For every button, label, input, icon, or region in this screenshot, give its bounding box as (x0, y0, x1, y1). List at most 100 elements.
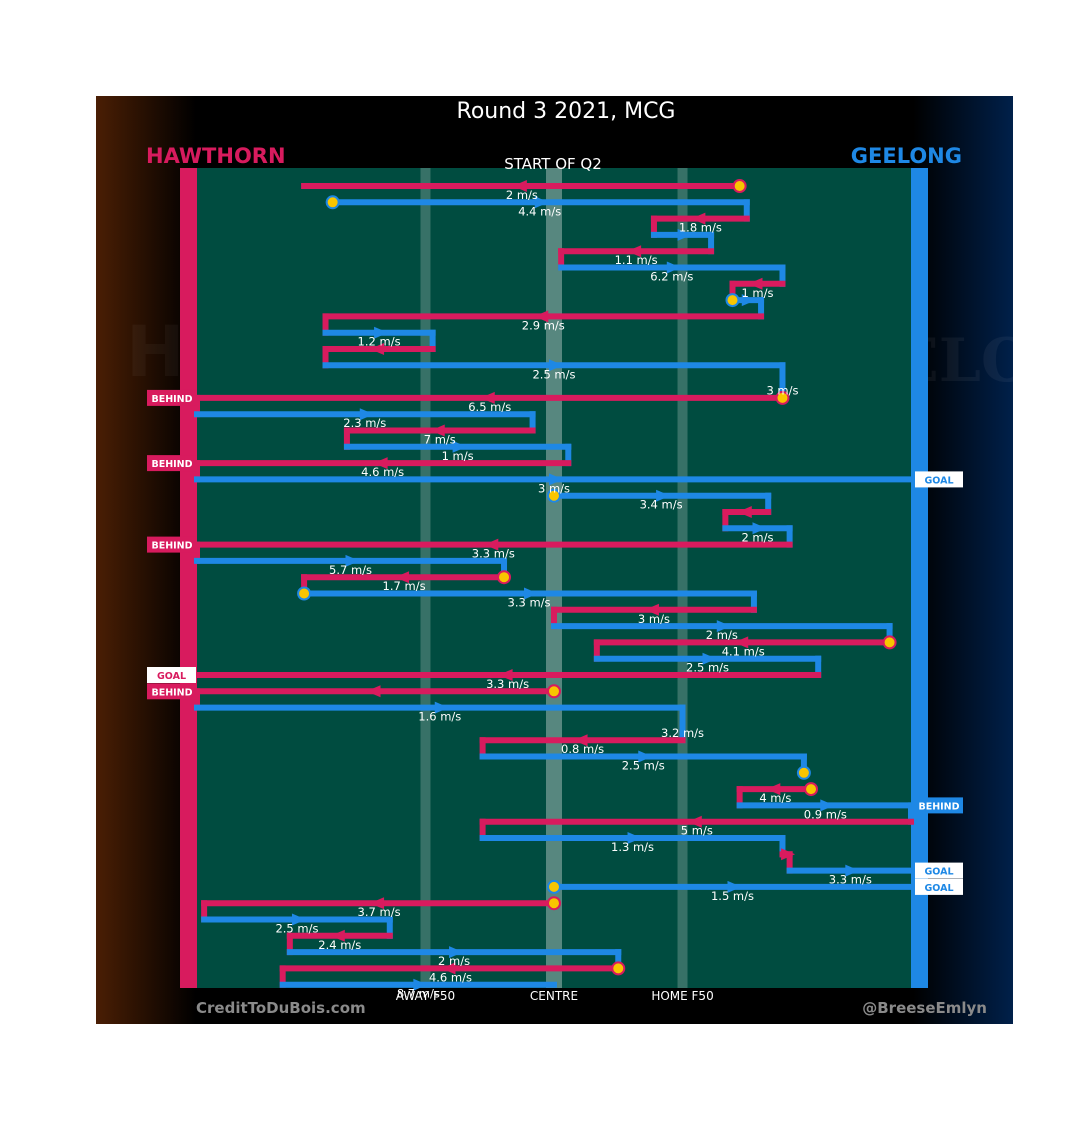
direction-arrow (534, 196, 549, 209)
speed-label: 0.9 m/s (804, 807, 847, 821)
speed-label: 1 m/s (741, 286, 773, 300)
speed-label: 4 m/s (759, 791, 791, 805)
direction-arrow (330, 929, 345, 942)
chain-chart: HAWKS GEELONG 2 m/s4.4 m/s1.8 m/s1.1 m/s… (96, 96, 1013, 1024)
geelong-label: GEELONG (851, 144, 962, 168)
score-badge-label: BEHIND (151, 459, 192, 470)
direction-arrow (687, 815, 702, 828)
speed-label: 2 m/s (506, 188, 538, 202)
score-badge (915, 878, 963, 895)
direction-arrow (434, 701, 449, 714)
speed-label: 3.4 m/s (640, 498, 683, 512)
direction-arrow (716, 620, 731, 633)
speed-label: 1.6 m/s (418, 710, 461, 724)
speed-label: 2.9 m/s (522, 318, 565, 332)
speed-label: 0.8 m/s (561, 742, 604, 756)
speed-label: 2 m/s (741, 530, 773, 544)
field-ref-line (677, 168, 688, 988)
speed-label: 3 m/s (766, 384, 798, 398)
direction-arrow (370, 897, 385, 910)
score-badge-label: GOAL (924, 867, 953, 878)
direction-arrow (449, 946, 464, 959)
direction-arrow (484, 538, 499, 551)
stoppage-marker (497, 570, 512, 585)
score-badge (147, 455, 197, 472)
score-badge-label: GOAL (157, 671, 186, 682)
direction-arrow (656, 489, 671, 502)
speed-label: 1.1 m/s (615, 253, 658, 267)
axis-label: CENTRE (530, 989, 578, 1003)
hawthorn-goal-line (180, 168, 197, 988)
direction-arrow (480, 391, 495, 404)
score-badges: BEHIND BEHIND GOAL BEHIND GOAL BEHIND BEHIND GO… (147, 389, 963, 895)
speed-label: 3.3 m/s (829, 873, 872, 887)
score-badge-label: BEHIND (151, 541, 192, 552)
score-badge-label: BEHIND (151, 687, 192, 698)
credit-right: @BreeseEmlyn (862, 999, 987, 1017)
speed-label: 3.7 m/s (358, 905, 401, 919)
direction-arrow (549, 473, 563, 486)
stoppage-marker (732, 179, 747, 193)
speed-label: 2.3 m/s (343, 416, 386, 430)
direction-arrow (413, 978, 428, 991)
direction-arrow (374, 326, 389, 339)
axis-label: AWAY F50 (396, 989, 455, 1003)
speed-label: 1.7 m/s (383, 579, 426, 593)
speed-label: 2.5 m/s (532, 367, 575, 381)
chain-marks (291, 179, 897, 991)
direction-arrow (534, 310, 549, 323)
speed-label: 3.2 m/s (661, 726, 704, 740)
stoppage-marker (882, 635, 897, 650)
speed-label: 4.6 m/s (429, 970, 472, 984)
credit-left: CreditToDuBois.com (196, 999, 366, 1017)
score-badge (915, 471, 963, 488)
speed-label: 3.3 m/s (472, 547, 515, 561)
score-badge-label: GOAL (924, 883, 953, 894)
speed-label: 5.7 m/s (329, 563, 372, 577)
speed-label: 1.8 m/s (679, 221, 722, 235)
direction-arrow (524, 587, 539, 600)
direction-arrow (441, 962, 456, 975)
direction-arrow (638, 750, 653, 763)
speed-label: 3 m/s (638, 612, 670, 626)
speed-label: 4.4 m/s (518, 204, 561, 218)
speed-label: 3 m/s (538, 481, 570, 495)
score-badge-label: BEHIND (151, 394, 192, 405)
axis-labels: AWAY F50 CENTRE HOME F50 (396, 989, 714, 1003)
score-badge (147, 389, 197, 406)
score-badge (915, 797, 963, 814)
direction-arrow (366, 685, 381, 698)
stoppage-marker (547, 879, 561, 894)
speed-label: 1 m/s (442, 449, 474, 463)
chart-canvas: HAWKS GEELONG 2 m/s4.4 m/s1.8 m/s1.1 m/s… (96, 96, 1013, 1024)
speed-label: 6.2 m/s (650, 270, 693, 284)
score-badge (147, 683, 197, 700)
direction-arrow (734, 636, 749, 649)
left-background (96, 96, 196, 1024)
speed-label: 3.3 m/s (508, 596, 551, 610)
direction-arrow (820, 799, 835, 812)
speed-label: 2.4 m/s (318, 938, 361, 952)
direction-arrow (752, 522, 767, 535)
speed-label: 5 m/s (681, 824, 713, 838)
speed-label: 3.3 m/s (486, 677, 529, 691)
chart-subtitle: START OF Q2 (504, 155, 602, 173)
direction-arrow (748, 277, 763, 290)
stoppage-marker (796, 765, 811, 780)
direction-arrow (727, 880, 742, 893)
stoppage-marker (325, 195, 340, 210)
direction-arrow (373, 457, 388, 470)
field-ref-line (546, 168, 562, 988)
direction-arrow (573, 734, 588, 747)
stoppage-marker (547, 896, 561, 911)
axis-label: HOME F50 (651, 989, 713, 1003)
direction-arrow (677, 228, 692, 241)
stoppage-marker (547, 684, 561, 699)
speed-label: 2.5 m/s (686, 661, 729, 675)
speed-label: 2 m/s (706, 628, 738, 642)
speed-label: 1.3 m/s (611, 840, 654, 854)
speed-labels: 2 m/s 4.4 m/s 1.8 m/s 1.1 m/s 6.2 m/s 1 m/s 2.… (275, 188, 871, 1001)
direction-arrow (370, 343, 385, 355)
direction-arrow (430, 424, 445, 437)
stoppage-marker (775, 390, 790, 405)
